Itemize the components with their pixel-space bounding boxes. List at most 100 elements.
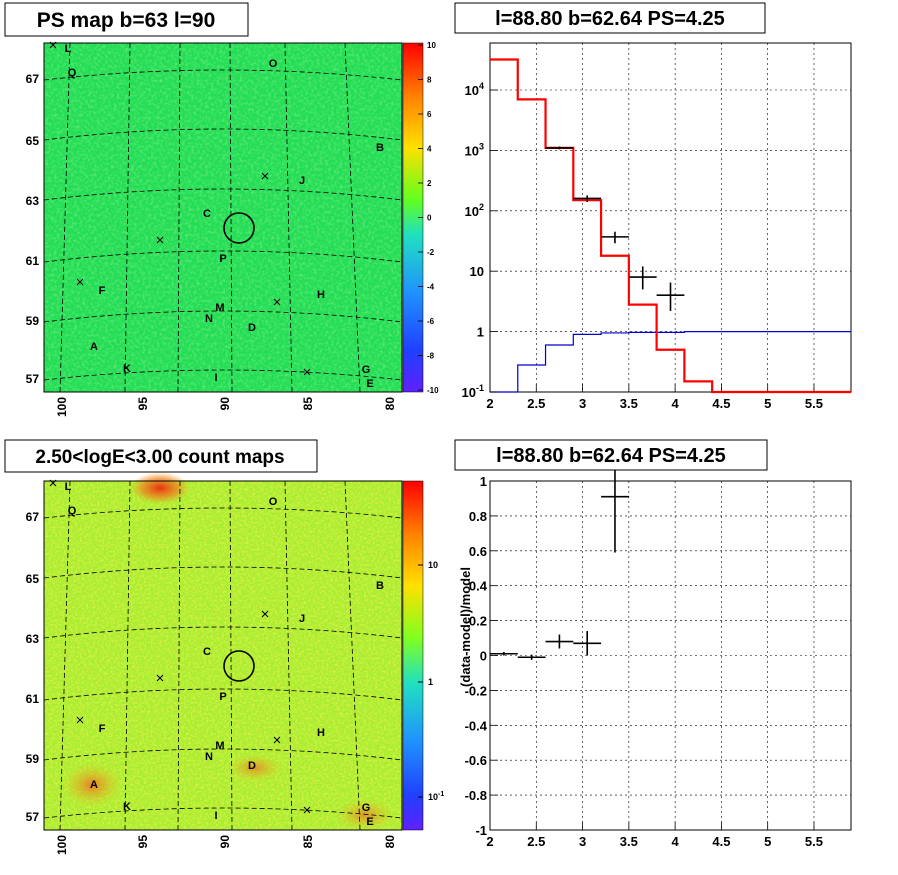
residual-y-tick-label: 0.6 [469,544,487,559]
lon-tick-label: 80 [383,835,397,849]
spectrum-y-tick-label: 10 [470,264,484,279]
residual-y-tick-label: 0 [480,649,487,664]
title-boxes: PS map b=63 l=90 l=88.80 b=62.64 PS=4.25… [4,2,768,473]
ps-map-title: PS map b=63 l=90 [37,9,216,32]
count-map-title: 2.50<logE<3.00 count maps [35,447,284,468]
residual-x-tick-label: 3 [579,834,586,849]
spectrum-title: l=88.80 b=62.64 PS=4.25 [495,8,725,30]
residual-title: l=88.80 b=62.64 PS=4.25 [496,445,726,467]
spectrum-y-tick-label: 1 [477,325,484,340]
source-label: L [65,43,72,55]
source-label: L [65,481,72,493]
source-label: A [90,341,98,353]
residual-x-tick-label: 5 [764,834,771,849]
source-label: C [203,646,211,658]
spectrum-x-tick-label: 4.5 [712,396,730,411]
count-colorbar-tick: 1 [428,677,433,687]
source-label: J [299,175,305,187]
spectrum-x-tick-label: 5.5 [805,396,823,411]
ps-colorbar-tick: -4 [427,283,435,292]
source-label: K [123,801,131,813]
lat-tick-label: 61 [26,254,40,268]
model-line [490,58,851,394]
source-marker-icon [49,41,57,49]
source-label: B [376,142,384,154]
ps-map-lon-ticks: 100 95 90 85 80 [55,397,397,417]
lat-tick-label: 59 [26,314,40,328]
lat-tick-label: 57 [26,810,40,824]
source-marker-icon [273,736,281,744]
ps-map-source-labels: LQ O B J C P F H MN D A K I GE [49,41,384,390]
residual-y-tick-label: -0.4 [465,718,488,733]
count-map-hotspot [335,799,395,831]
source-marker-icon [273,298,281,306]
count-colorbar-ticks: 10 1 10-1 [418,560,444,802]
source-label: G [362,364,371,376]
residual-x-tick-label: 2.5 [527,834,545,849]
count-map-source-labels: LQ O B J C P F H MN D A K I GE [49,479,384,828]
source-label: I [214,810,217,822]
spectrum-ticks: 2 2.5 3 3.5 4 4.5 5 5.5 10-1 1 10 102 103 104 [462,81,823,411]
source-marker-icon [156,674,164,682]
source-marker-icon [261,172,269,180]
lon-tick-label: 85 [301,397,315,411]
residual-y-tick-label: -0.8 [465,788,487,803]
spectrum-x-tick-label: 3.5 [620,396,638,411]
residual-y-tick-label: -0.2 [465,683,487,698]
lon-tick-label: 85 [301,835,315,849]
spectrum-y-tick-label: 10-1 [462,383,484,400]
lon-tick-label: 95 [136,835,150,849]
residual-x-tick-label: 4.5 [712,834,730,849]
source-label: B [376,580,384,592]
lat-tick-label: 65 [26,134,40,148]
lat-tick-label: 65 [26,572,40,586]
source-label: G [362,802,371,814]
ps-map-lat-ticks: 67 65 63 61 59 57 [26,72,40,386]
residual-y-tick-label: 1 [480,474,487,489]
lon-tick-label: 95 [136,397,150,411]
source-label: P [219,691,226,703]
spectrum-x-tick-label: 2.5 [527,396,545,411]
spectrum-x-tick-label: 5 [764,396,771,411]
ps-map-graticule [43,42,403,393]
lat-tick-label: 61 [26,692,40,706]
lat-tick-label: 57 [26,372,40,386]
spectrum-panel: 2 2.5 3 3.5 4 4.5 5 5.5 10-1 1 10 102 103 104 [462,42,852,411]
source-label: Q [68,67,77,79]
count-map-hotspot [227,754,283,782]
residual-x-tick-label: 2 [486,834,493,849]
source-label: Q [68,505,77,517]
ps-colorbar-tick: 0 [427,214,432,223]
ps-colorbar-tick: -2 [427,248,435,257]
source-label: K [123,363,131,375]
ps-colorbar-tick: 10 [427,41,436,50]
count-map-graticule [43,480,403,831]
source-label: N [205,313,213,325]
count-colorbar-tick: 10-1 [428,791,444,802]
source-label: E [366,816,373,828]
source-label: M [215,302,224,314]
source-marker-icon [303,806,311,814]
lon-tick-label: 90 [218,835,232,849]
count-colorbar [402,480,424,831]
lat-tick-label: 63 [26,194,40,208]
spectrum-y-tick-label: 102 [465,202,484,219]
residual-x-tick-label: 3.5 [620,834,638,849]
ps-colorbar-tick: -8 [427,352,435,361]
source-label: O [269,496,278,508]
lon-tick-label: 100 [55,397,69,417]
source-label: M [215,740,224,752]
source-label: E [366,378,373,390]
residual-y-tick-label: 0.4 [469,579,488,594]
lon-tick-label: 100 [55,835,69,855]
source-marker-icon [76,716,84,724]
ps-colorbar-tick: -10 [427,386,439,395]
ps-colorbar-tick: 4 [427,145,432,154]
source-label: D [248,322,256,334]
residual-y-tick-label: -0.6 [465,753,487,768]
residual-y-tick-label: 0.2 [469,614,487,629]
source-label: F [99,723,106,735]
spectrum-x-tick-label: 3 [579,396,586,411]
